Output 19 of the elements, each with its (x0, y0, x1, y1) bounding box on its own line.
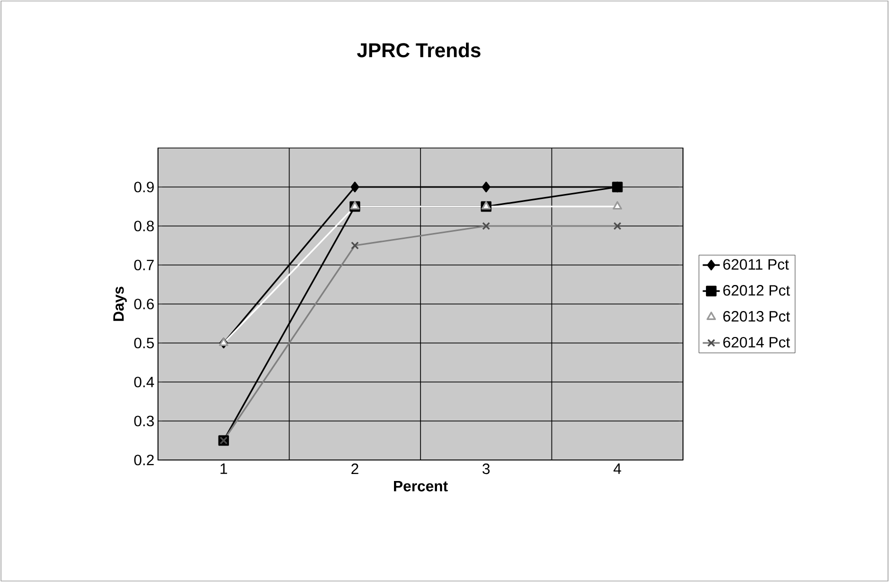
y-tick-label: 0.9 (134, 182, 154, 192)
y-tick-label: 0.6 (134, 298, 154, 310)
y-tick-label: 0.7 (134, 260, 154, 270)
chart-title: JPRC Trends (357, 42, 480, 58)
legend-label: 62014 Pct (723, 336, 790, 348)
y-tick-label: 0.8 (134, 220, 154, 232)
y-tick-label: 0.3 (134, 416, 154, 426)
legend-label: 62012 Pct (723, 285, 790, 296)
x-tick-label: 3 (482, 464, 490, 474)
x-tick-label: 4 (614, 464, 622, 474)
y-tick-label: 0.5 (134, 338, 154, 348)
legend-label: 62013 Pct (723, 311, 790, 322)
x-axis-title: Percent (394, 480, 448, 492)
legend-label: 62011 Pct (723, 259, 789, 270)
x-tick-label: 1 (220, 464, 228, 474)
y-axis-title: Days (113, 286, 127, 321)
y-tick-label: 0.4 (134, 376, 154, 388)
y-tick-label: 0.2 (134, 454, 154, 466)
x-tick-label: 2 (351, 464, 358, 474)
